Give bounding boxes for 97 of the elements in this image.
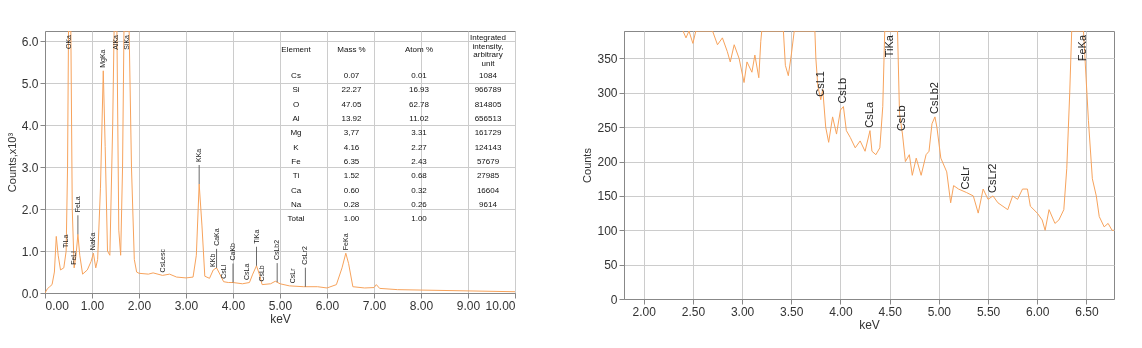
annotation: FeKa xyxy=(1076,34,1089,62)
category-label: Atom % xyxy=(404,45,434,54)
x-tick-label: 6.00 xyxy=(315,298,340,313)
x-tick-label: 6.00 xyxy=(1026,304,1050,319)
text: Total xyxy=(287,214,305,224)
text: 0.26 xyxy=(411,199,427,209)
x-tick-label: 1.00 xyxy=(80,298,105,313)
y-tick-label: 5.0 xyxy=(21,76,39,91)
annotation: CsLr2 xyxy=(985,163,998,193)
x-tick-label: 5.50 xyxy=(976,304,1001,319)
text: 1.00 xyxy=(343,214,360,224)
y-tick-label: 2.0 xyxy=(21,202,39,217)
line-series xyxy=(682,31,1114,231)
text: 13.92 xyxy=(341,114,362,124)
text: Cs xyxy=(291,71,301,81)
y-tick-label: 50 xyxy=(604,258,618,273)
y-tick-label: 3.0 xyxy=(21,160,39,175)
x-tick-label: 6.50 xyxy=(1075,304,1099,319)
annotation: CsLa xyxy=(862,101,875,128)
x-axis-title: keV xyxy=(859,317,880,332)
text: 2.27 xyxy=(411,142,427,152)
x-tick-label: 10.00 xyxy=(485,298,516,313)
x-tick-label: 3.00 xyxy=(174,298,199,313)
y-tick-label: 6.0 xyxy=(21,34,39,49)
text: 1.00 xyxy=(411,214,427,224)
y-axis-title: Counts xyxy=(581,147,594,183)
annotation: CsL1 xyxy=(813,71,826,97)
x-tick-label: 3.00 xyxy=(730,304,755,319)
y-tick-label: 350 xyxy=(597,51,618,66)
category-label: Integrated intensity, arbitrary unit xyxy=(469,33,507,68)
text: Mg xyxy=(290,128,302,138)
x-tick-label: 4.50 xyxy=(878,304,903,319)
text: 16.93 xyxy=(408,85,430,95)
x-tick-label: 2.50 xyxy=(681,304,706,319)
x-tick-label: 0.00 xyxy=(45,298,70,313)
category-label: Mass % xyxy=(337,45,366,54)
text: 0.07 xyxy=(343,71,360,81)
x-tick-label: 5.00 xyxy=(268,298,293,313)
y-tick-label: 150 xyxy=(597,189,618,204)
y-tick-label: 0.0 xyxy=(21,286,39,301)
x-axis-title: keV xyxy=(270,311,291,326)
x-tick-label: 7.00 xyxy=(362,298,387,313)
text: 814805 xyxy=(474,99,502,109)
text: 27985 xyxy=(476,171,500,181)
x-tick-label: 8.00 xyxy=(409,298,434,313)
text: 62.78 xyxy=(408,99,430,109)
text: 47.05 xyxy=(341,99,362,109)
text: 9614 xyxy=(479,199,497,209)
text: O xyxy=(292,99,300,109)
x-tick-label: 9.00 xyxy=(456,298,481,313)
text: 2.43 xyxy=(411,156,427,166)
text: 3.31 xyxy=(411,128,427,138)
category-label: Element xyxy=(281,45,312,54)
y-tick-label: 1.0 xyxy=(21,244,39,259)
text: Al xyxy=(292,114,300,124)
annotation: CsLb xyxy=(836,77,849,104)
text: 0.32 xyxy=(411,185,427,195)
annotation: CsLr xyxy=(959,165,972,190)
text: 11.02 xyxy=(409,114,429,124)
annotation: CsLb xyxy=(895,105,908,132)
text: 57679 xyxy=(476,156,500,166)
annotation: TiKa xyxy=(882,34,895,58)
y-tick-label: 300 xyxy=(597,86,618,101)
text: 3,77 xyxy=(343,128,360,138)
text: Fe xyxy=(291,156,301,166)
text: Ca xyxy=(290,185,302,195)
text: 22.27 xyxy=(341,85,362,95)
y-tick-label: 200 xyxy=(597,155,618,170)
text: 0.60 xyxy=(343,185,360,195)
text: 16604 xyxy=(476,185,500,195)
y-tick-label: 100 xyxy=(597,223,618,238)
text: Na xyxy=(290,199,302,209)
y-axis-title: Counts,x10³ xyxy=(5,132,18,193)
y-tick-label: 4.0 xyxy=(21,118,39,133)
text: 4.16 xyxy=(343,142,360,152)
x-tick-label: 2.00 xyxy=(127,298,152,313)
text: 0.68 xyxy=(411,171,427,181)
x-tick-label: 3.50 xyxy=(780,304,804,319)
x-tick-label: 4.00 xyxy=(829,304,853,319)
text: 0.01 xyxy=(411,71,427,81)
text: 6.35 xyxy=(343,156,360,166)
text: Si xyxy=(292,85,300,95)
text: K xyxy=(293,142,299,152)
text: 0.28 xyxy=(343,199,360,209)
text: Ti xyxy=(292,171,300,181)
text: 656513 xyxy=(474,114,502,124)
text: 124143 xyxy=(474,142,502,152)
y-tick-label: 0 xyxy=(610,292,618,307)
text: 161729 xyxy=(474,128,502,138)
text: 1084 xyxy=(479,71,497,81)
x-tick-label: 4.00 xyxy=(221,298,246,313)
y-tick-label: 250 xyxy=(597,120,618,135)
text: 1.52 xyxy=(343,171,360,181)
x-tick-label: 5.00 xyxy=(927,304,952,319)
x-tick-label: 2.00 xyxy=(632,304,657,319)
text: 966789 xyxy=(474,85,502,95)
annotation: CsLb2 xyxy=(927,82,940,114)
